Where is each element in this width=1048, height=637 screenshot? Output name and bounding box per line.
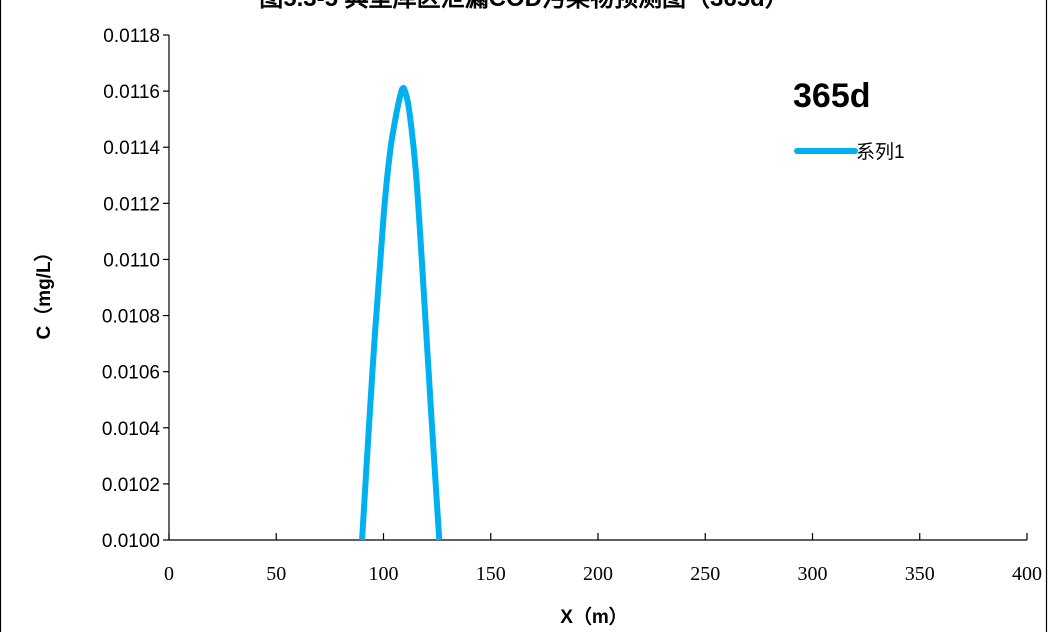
x-tick-label: 150 <box>476 563 506 585</box>
series-line <box>359 85 443 541</box>
x-tick-label: 300 <box>798 563 828 585</box>
y-tick-label: 0.0110 <box>103 250 160 271</box>
x-tick-label: 100 <box>369 563 399 585</box>
x-tick-label: 50 <box>266 563 286 585</box>
time-annotation: 365d <box>793 77 871 115</box>
x-tick-label: 0 <box>164 563 174 585</box>
y-tick-label: 0.0116 <box>103 82 160 103</box>
y-tick-label: 0.0106 <box>102 363 160 384</box>
x-axis-title: X（m） <box>560 605 628 628</box>
y-tick-label: 0.0114 <box>103 138 160 159</box>
y-axis: 0.0100 0.0102 0.0104 0.0106 0.0108 0.0110 0.01… <box>102 26 170 552</box>
y-tick-label: 0.0108 <box>102 307 160 328</box>
y-axis-title: C（mg/L） <box>32 242 55 339</box>
x-tick-label: 350 <box>905 563 935 585</box>
x-tick-label: 200 <box>583 563 613 585</box>
x-tick-label: 400 <box>1012 563 1042 585</box>
y-tick-label: 0.0118 <box>103 26 160 47</box>
chart-title: 图5.3-5 典型库区泄漏COD污染物预测图（365d） <box>259 0 788 12</box>
y-tick-label: 0.0112 <box>103 194 160 215</box>
x-axis: 0 50 100 150 200 250 300 350 400 <box>164 533 1042 585</box>
y-tick-label: 0.0102 <box>102 475 160 496</box>
y-tick-label: 0.0104 <box>102 419 161 440</box>
y-tick-label: 0.0100 <box>102 531 160 552</box>
legend: 系列1 <box>794 141 905 163</box>
x-tick-label: 250 <box>690 563 720 585</box>
legend-label: 系列1 <box>856 141 905 163</box>
series-layer <box>359 85 443 541</box>
